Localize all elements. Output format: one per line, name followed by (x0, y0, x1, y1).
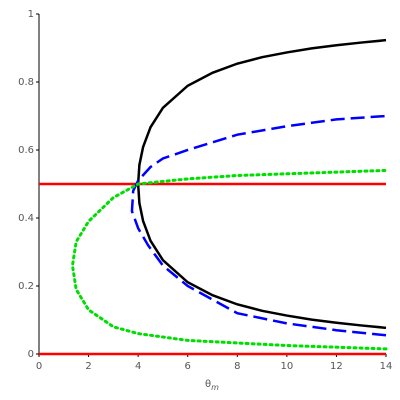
x-tick-label: 12 (330, 361, 343, 372)
y-tick-label: 0.8 (18, 77, 34, 88)
x-tick-label: 10 (280, 361, 293, 372)
x-tick-label: 4 (135, 361, 141, 372)
x-label-sub: m (211, 383, 219, 392)
x-tick-label: 2 (85, 361, 91, 372)
x-tick-label: 6 (185, 361, 191, 372)
x-tick-label: 14 (380, 361, 393, 372)
x-tick-label: 0 (36, 361, 42, 372)
y-tick-label: 1 (28, 9, 34, 20)
x-label-main: θ (205, 379, 211, 390)
series-line (130, 114, 387, 337)
y-tick-label: 0.6 (18, 145, 34, 156)
x-tick-label: 8 (234, 361, 240, 372)
x-axis-label: θm (205, 379, 219, 392)
series-line (70, 168, 388, 351)
y-tick-label: 0 (28, 349, 34, 360)
y-tick-label: 0.2 (18, 281, 34, 292)
y-tick-label: 0.4 (18, 213, 34, 224)
